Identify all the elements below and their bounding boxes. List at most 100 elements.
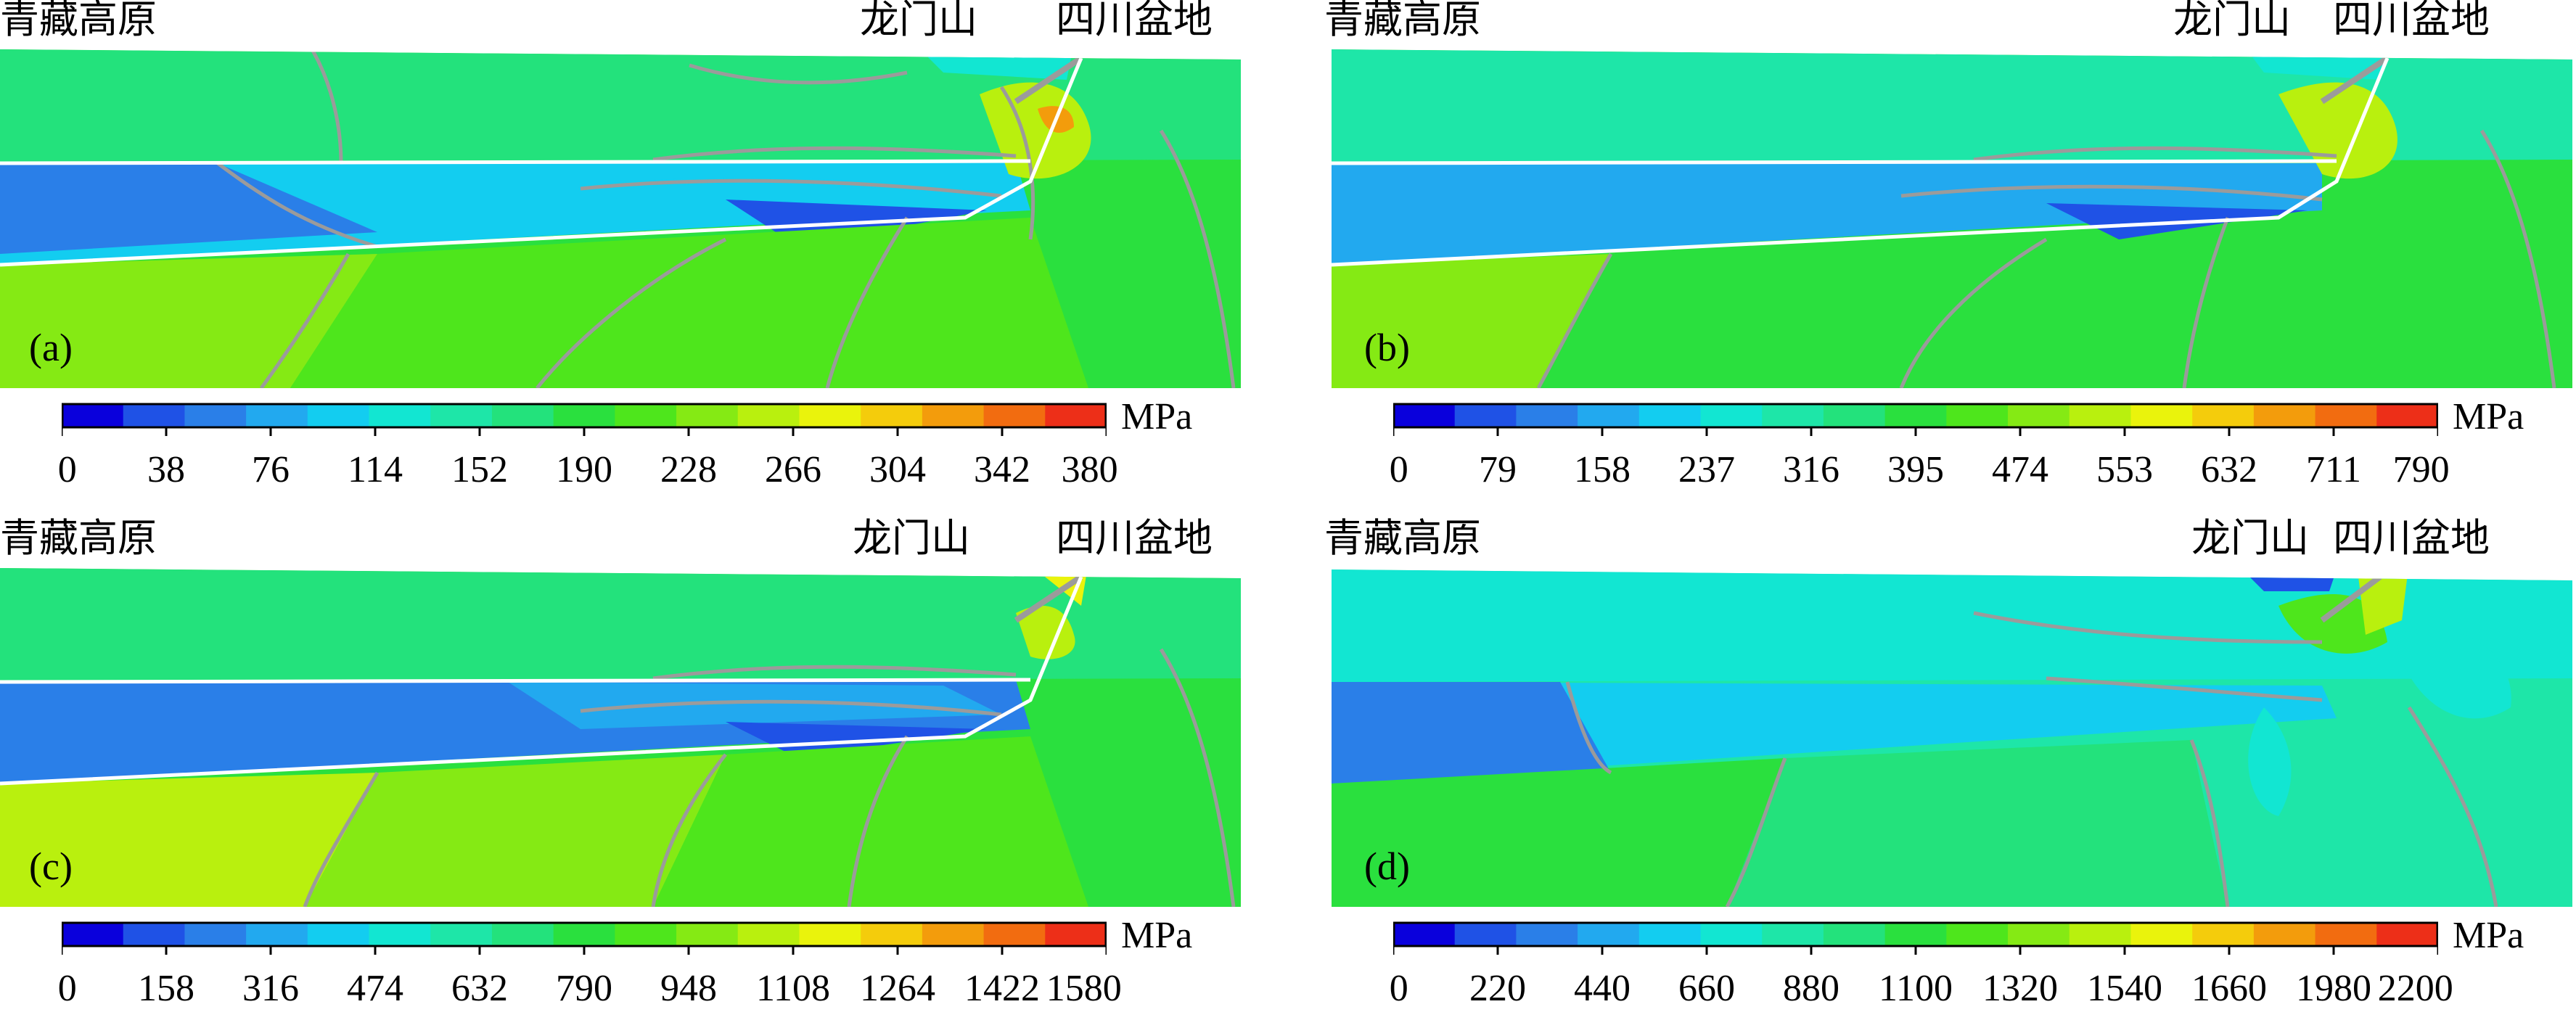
colorbar-a — [62, 403, 1107, 436]
colorbar-swatch — [184, 404, 247, 427]
colorbar-swatch — [737, 404, 800, 427]
colorbar-swatch — [1700, 923, 1763, 946]
stress-field-d — [1332, 569, 2572, 907]
colorbar-swatch — [1516, 404, 1578, 427]
colorbar-swatch — [123, 404, 186, 427]
colorbar-swatch — [1946, 923, 2009, 946]
colorbar-swatch — [1638, 923, 1702, 946]
colorbar-tick-label: 880 — [1783, 968, 1839, 1009]
colorbar-swatch — [799, 923, 861, 946]
colorbar-tick-label: 395 — [1887, 449, 1944, 490]
colorbar-tick-label: 342 — [974, 449, 1030, 490]
colorbar-tick-label: 1422 — [964, 968, 1040, 1009]
colorbar-tick-label: 228 — [660, 449, 717, 490]
colorbar-tick-label: 237 — [1678, 449, 1735, 490]
colorbar-tick-label: 79 — [1479, 449, 1517, 490]
colorbar-tick-label: 1540 — [2087, 968, 2162, 1009]
colorbar-swatch — [1762, 923, 1824, 946]
colorbar-swatch — [491, 923, 554, 946]
mountain-label: 龙门山 — [860, 0, 977, 42]
colorbar-swatch — [184, 923, 247, 946]
colorbar-swatch — [2069, 923, 2132, 946]
colorbar-unit: MPa — [1121, 396, 1193, 437]
colorbar-swatch — [2192, 404, 2255, 427]
colorbar-tick-label: 474 — [347, 968, 403, 1009]
mountain-label: 龙门山 — [2173, 0, 2291, 42]
colorbar-swatch — [2130, 923, 2193, 946]
colorbar-tick-label: 790 — [556, 968, 612, 1009]
colorbar-tick-label: 0 — [1389, 449, 1408, 490]
colorbar-swatch — [2376, 923, 2438, 946]
colorbar-swatch — [553, 923, 615, 946]
colorbar-swatch — [1578, 404, 1640, 427]
colorbar-swatch — [861, 404, 923, 427]
colorbar-swatch — [1454, 923, 1517, 946]
colorbar-swatch — [2192, 923, 2255, 946]
colorbar-swatch — [62, 923, 124, 946]
colorbar-tick-label: 316 — [1783, 449, 1839, 490]
panel-letter: (d) — [1364, 844, 1410, 888]
colorbar-unit: MPa — [2453, 915, 2524, 956]
colorbar-swatch — [676, 923, 739, 946]
colorbar-swatch — [2130, 404, 2193, 427]
colorbar-swatch — [2315, 923, 2377, 946]
colorbar-swatch — [1393, 923, 1456, 946]
colorbar-swatch — [861, 923, 923, 946]
plateau-label: 青藏高原 — [1324, 515, 1481, 561]
colorbar-c — [62, 921, 1107, 955]
colorbar-tick-label: 1100 — [1878, 968, 1953, 1009]
colorbar-b — [1393, 403, 2438, 436]
colorbar-swatch — [737, 923, 800, 946]
colorbar-swatch — [62, 404, 124, 427]
panel-letter: (c) — [29, 844, 73, 888]
colorbar-swatch — [1578, 923, 1640, 946]
colorbar-swatch — [2315, 404, 2377, 427]
basin-label: 四川盆地 — [2333, 0, 2490, 42]
colorbar-tick-label: 1980 — [2296, 968, 2371, 1009]
colorbar-swatch — [799, 404, 861, 427]
colorbar-tick-label: 1264 — [860, 968, 935, 1009]
colorbar-tick-label: 0 — [1389, 968, 1408, 1009]
panel-a: 青藏高原 龙门山 四川盆地 — [0, 0, 1255, 508]
colorbar-unit: MPa — [1121, 915, 1193, 956]
plateau-label: 青藏高原 — [0, 0, 157, 42]
colorbar-swatch — [491, 404, 554, 427]
colorbar-swatch — [430, 923, 493, 946]
colorbar-tick-label: 380 — [1061, 449, 1118, 490]
colorbar-swatch — [2253, 923, 2316, 946]
colorbar-swatch — [1638, 404, 1702, 427]
colorbar-tick-label: 1580 — [1046, 968, 1122, 1009]
colorbar-tick-label: 553 — [2096, 449, 2153, 490]
colorbar-swatch — [430, 404, 493, 427]
colorbar-swatch — [1884, 404, 1947, 427]
colorbar-tick-label: 632 — [451, 968, 508, 1009]
colorbar-tick-label: 0 — [57, 449, 77, 490]
colorbar-tick-label: 304 — [869, 449, 926, 490]
colorbar-swatch — [615, 404, 677, 427]
colorbar-swatch — [1045, 404, 1107, 427]
colorbar-swatch — [369, 404, 431, 427]
colorbar-tick-label: 948 — [660, 968, 717, 1009]
panel-letter: (b) — [1364, 326, 1410, 369]
colorbar-tick-label: 76 — [252, 449, 290, 490]
basin-label: 四川盆地 — [1056, 0, 1213, 42]
colorbar-swatch — [1700, 404, 1763, 427]
panel-letter: (a) — [29, 326, 73, 369]
colorbar-swatch — [1045, 923, 1107, 946]
stress-field-c — [0, 568, 1241, 907]
colorbar-swatch — [2376, 404, 2438, 427]
colorbar-swatch — [615, 923, 677, 946]
colorbar-tick-label: 660 — [1678, 968, 1735, 1009]
colorbar-d — [1393, 921, 2438, 955]
mountain-label: 龙门山 — [2191, 515, 2309, 561]
colorbar-swatch — [2008, 404, 2070, 427]
panel-d: 青藏高原 龙门山 四川盆地 (d) MPa 0 220 44 — [1321, 519, 2576, 1027]
panel-c: 青藏高原 龙门山 四川盆地 (c) MPa — [0, 519, 1255, 1027]
colorbar-swatch — [1516, 923, 1578, 946]
colorbar-tick-label: 1108 — [755, 968, 831, 1009]
colorbar-swatch — [1393, 404, 1456, 427]
colorbar-swatch — [553, 404, 615, 427]
colorbar-swatch — [246, 923, 308, 946]
colorbar-tick-label: 790 — [2392, 449, 2450, 490]
panel-b: 青藏高原 龙门山 四川盆地 (b) MPa 0 79 158 237 316 395 474… — [1321, 0, 2576, 508]
